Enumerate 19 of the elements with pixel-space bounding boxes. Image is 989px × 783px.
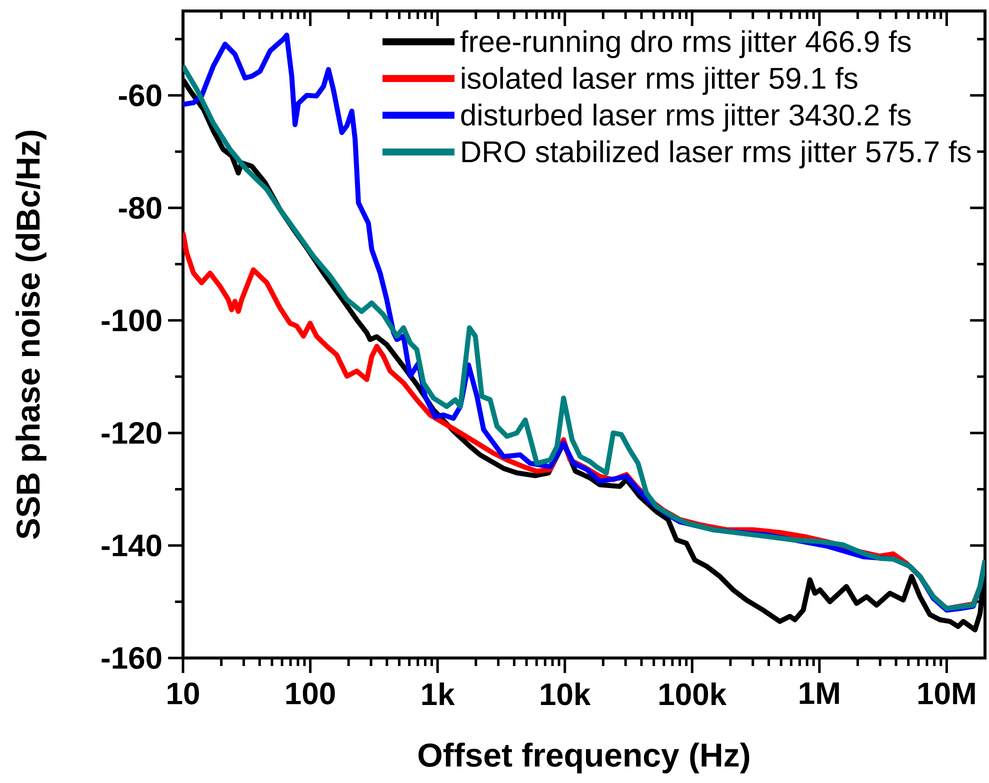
x-tick-label: 1M: [800, 682, 839, 704]
legend-label: disturbed laser rms jitter 3430.2 fs: [461, 104, 911, 132]
y-tick-label: -60: [118, 84, 162, 106]
x-tick-label: 10k: [540, 682, 591, 706]
x-tick-label: 10M: [918, 682, 975, 704]
y-tick-label: -120: [102, 422, 162, 444]
x-tick-label: 1k: [422, 682, 455, 705]
x-tick-label: 100: [286, 682, 335, 704]
y-tick-label: -80: [118, 196, 162, 219]
legend-label: free-running dro rms jitter 466.9 fs: [460, 30, 911, 58]
x-axis-title: Offset frequency (Hz): [418, 742, 750, 774]
y-tick-label: -100: [102, 309, 162, 332]
legend-label: isolated laser rms jitter 59.1 fs: [462, 66, 858, 95]
x-tick-label: 100k: [660, 682, 727, 706]
legend-label: DRO stabilized laser rms jitter 575.7 fs: [462, 140, 971, 168]
x-tick-label: 10: [168, 682, 199, 704]
y-tick-label: -160: [102, 647, 162, 669]
y-axis-title: SSB phase noise (dBc/Hz): [16, 130, 46, 539]
y-tick-label: -140: [102, 534, 162, 556]
